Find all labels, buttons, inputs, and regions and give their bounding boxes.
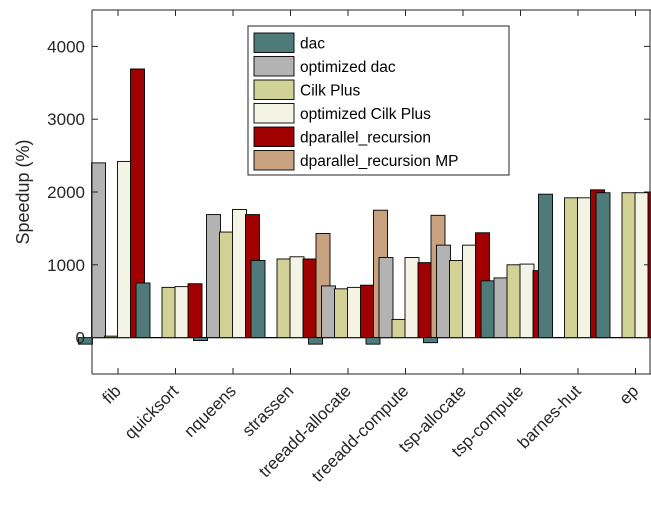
bar-treeadd-compute-dac	[365, 337, 381, 345]
legend-swatch	[253, 56, 295, 77]
bar-tsp-allocate-cilk-plus	[449, 259, 464, 339]
legend-swatch	[253, 150, 295, 171]
bar-tsp-allocate-optimized-dac	[436, 244, 451, 339]
legend-swatch	[253, 126, 295, 147]
bar-fib-optimized-cilk-plus	[117, 160, 132, 339]
bar-strassen-dac	[250, 259, 266, 339]
bar-barnes-hut-optimized-cilk-plus	[577, 197, 592, 339]
bar-strassen-dparallel-recursion	[302, 258, 318, 339]
bar-ep-cilk-plus	[621, 192, 637, 339]
bar-quicksort-dparallel-recursion	[187, 283, 203, 339]
bar-treeadd-allocate-dparallel-recursion	[360, 284, 375, 339]
bar-nqueens-cilk-plus	[219, 231, 234, 339]
bar-tsp-compute-optimized-dac	[493, 277, 509, 339]
y-tick-label: 3000	[47, 110, 85, 129]
bar-nqueens-optimized-dac	[206, 214, 221, 339]
legend: dac optimized dac Cilk Plus optimized Cilk …	[247, 25, 510, 176]
legend-entry-label: Cilk Plus	[300, 83, 361, 100]
bar-ep-dac	[595, 192, 611, 339]
bar-treeadd-compute-optimized-cilk-plus	[404, 257, 420, 339]
legend-swatch	[253, 32, 295, 53]
bar-tsp-allocate-dac	[423, 337, 438, 344]
bars-layer	[78, 68, 651, 345]
bar-tsp-compute-dac	[480, 280, 496, 339]
bar-nqueens-dac	[193, 337, 208, 341]
bar-fib-cilk-plus	[104, 335, 119, 339]
bar-treeadd-allocate-dac	[308, 337, 323, 345]
legend-entry-label: dparallel_recursion MP	[300, 153, 459, 170]
x-tick-label: nqueens	[180, 381, 240, 441]
bar-treeadd-allocate-cilk-plus	[334, 288, 349, 339]
y-tick-label: 0	[76, 329, 85, 348]
x-tick-label: ep	[616, 381, 643, 408]
bar-quicksort-cilk-plus	[161, 286, 177, 339]
y-axis-label: Speedup (%)	[13, 139, 33, 244]
y-tick-label: 4000	[47, 37, 85, 56]
bar-treeadd-compute-optimized-dac	[378, 257, 394, 339]
bar-tsp-compute-optimized-cilk-plus	[519, 263, 535, 339]
bar-treeadd-allocate-optimized-dac	[321, 285, 336, 339]
bar-tsp-compute-cilk-plus	[506, 264, 522, 339]
x-tick-label: barnes-hut	[514, 381, 585, 452]
legend-entry-label: dac	[300, 36, 325, 53]
bar-barnes-hut-cilk-plus	[564, 197, 579, 339]
bar-treeadd-allocate-optimized-cilk-plus	[347, 286, 362, 339]
legend-entry-label: dparallel_recursion	[300, 130, 431, 147]
x-tick-label: fib	[99, 381, 125, 407]
bar-treeadd-compute-cilk-plus	[391, 318, 407, 339]
bar-treeadd-compute-dparallel-recursion	[417, 262, 433, 339]
bar-quicksort-dac	[135, 282, 151, 339]
bar-fib-optimized-dac	[91, 162, 106, 339]
x-tick-label: strassen	[238, 381, 297, 440]
bar-tsp-allocate-optimized-cilk-plus	[462, 244, 477, 339]
y-tick-label: 2000	[47, 183, 85, 202]
y-tick-label: 1000	[47, 256, 85, 275]
bar-strassen-cilk-plus	[276, 258, 292, 339]
bar-barnes-hut-dac	[538, 193, 553, 339]
legend-swatch	[253, 79, 295, 100]
bar-quicksort-optimized-cilk-plus	[174, 286, 190, 339]
x-tick-label: quicksort	[121, 381, 183, 443]
legend-swatch	[253, 103, 295, 124]
legend-entry-label: optimized Cilk Plus	[300, 106, 431, 123]
bar-strassen-optimized-cilk-plus	[289, 256, 305, 339]
x-tick-label: treeadd-compute	[308, 381, 412, 485]
legend-entry-label: optimized dac	[300, 59, 396, 76]
bar-nqueens-optimized-cilk-plus	[232, 209, 247, 339]
